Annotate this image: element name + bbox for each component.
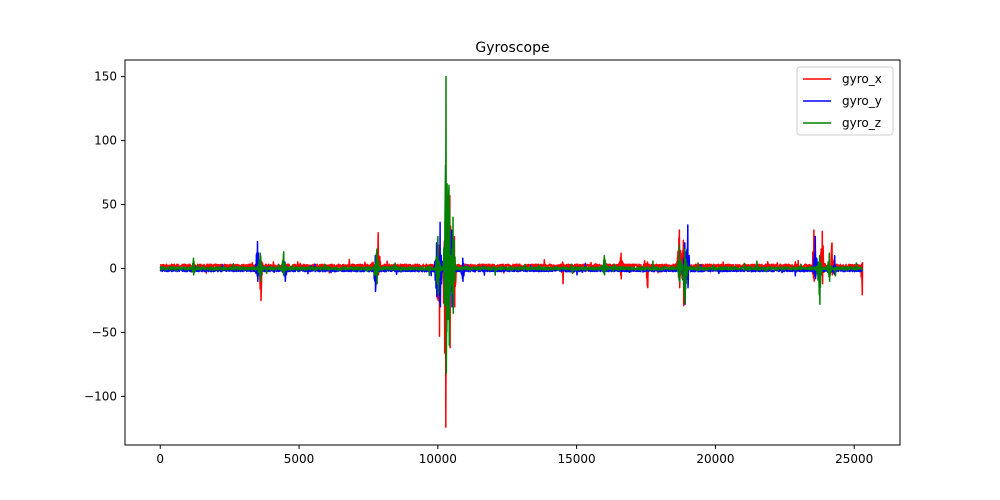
chart-title: Gyroscope — [475, 40, 549, 56]
x-tick-label: 20000 — [696, 452, 734, 466]
y-tick-label: −100 — [84, 389, 117, 403]
y-tick-label: 150 — [94, 70, 117, 84]
series-line-gyro-z — [159, 75, 864, 375]
x-tick-label: 10000 — [419, 452, 457, 466]
x-tick-label: 15000 — [558, 452, 596, 466]
x-tick-label: 5000 — [284, 452, 315, 466]
plot-frame — [124, 59, 901, 446]
y-axis: −100 −50 0 50 100 150 — [84, 70, 125, 403]
series-line-gyro-x — [159, 194, 864, 428]
series-line-gyro-y — [159, 197, 864, 315]
plot-lines — [159, 75, 864, 428]
legend-label: gyro_z — [842, 116, 881, 130]
legend-box — [796, 66, 894, 136]
x-tick-label: 25000 — [835, 452, 873, 466]
y-tick-label: 0 — [109, 261, 117, 275]
y-tick-label: 100 — [94, 134, 117, 148]
y-tick-label: 50 — [102, 198, 117, 212]
y-tick-label: −50 — [92, 325, 117, 339]
legend: gyro_x gyro_y gyro_z — [796, 66, 894, 136]
legend-label: gyro_x — [842, 72, 882, 86]
x-axis: 0 5000 10000 15000 20000 25000 — [156, 445, 873, 466]
x-tick-label: 0 — [156, 452, 164, 466]
legend-label: gyro_y — [842, 94, 882, 108]
